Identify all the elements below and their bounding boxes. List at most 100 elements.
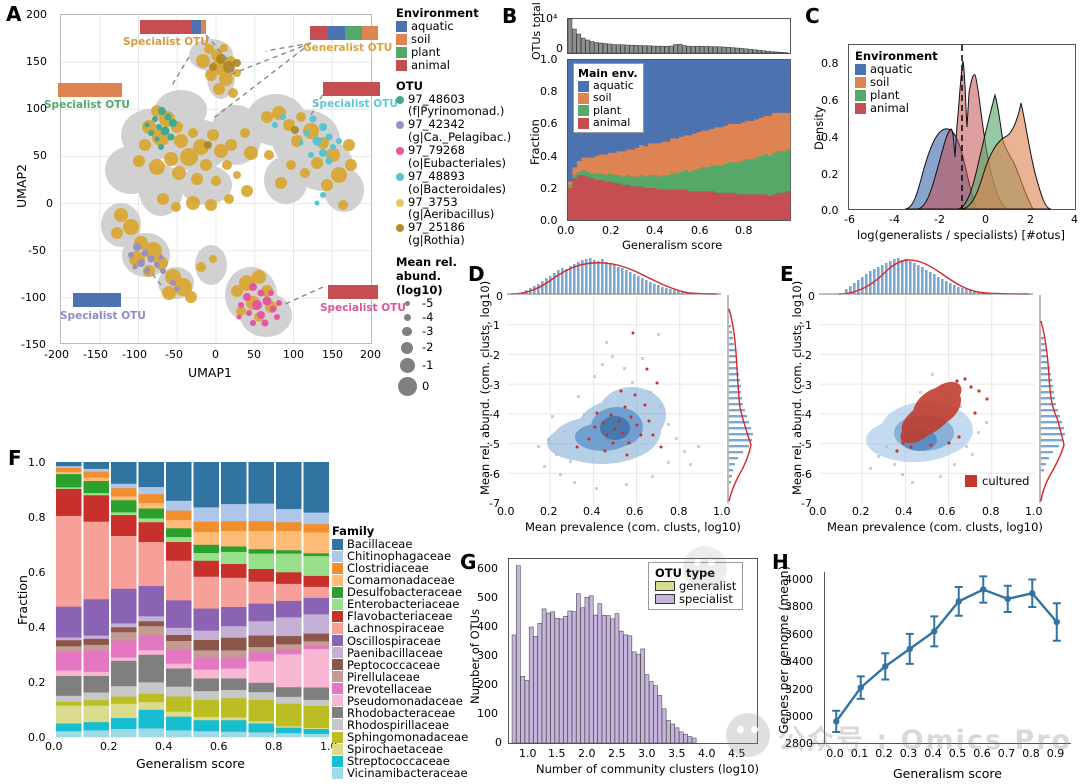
swatch-paenibacillaceae (332, 647, 343, 659)
panel-g-ytick-500: 500 (477, 591, 498, 604)
legend-size-label: -4 (422, 309, 434, 324)
panel-g-xtick-3.0: 3.0 (638, 747, 656, 760)
annotation-box-1 (140, 20, 206, 34)
panel-d-right-marginal (727, 295, 753, 503)
panel-h-yaxis (824, 572, 825, 744)
annotation-label-3: Generalist OTU (303, 42, 393, 54)
panel-f-xtick-0.0: 0.0 (45, 740, 63, 753)
panel-c-xtick-m2: -2 (934, 213, 945, 226)
legend-otu-item-5: 97_25186 (g|Rothia) (396, 221, 496, 247)
panel-f-legend-item: Enterobacteriaceae (332, 598, 472, 610)
panel-f-legend-item: Streptococcaceae (332, 755, 472, 767)
panel-f-legend-item: Spirochaetaceae (332, 743, 472, 755)
panel-b-xtick-0.2: 0.2 (602, 224, 620, 237)
panel-h-xtick-0.6: 0.6 (973, 747, 991, 760)
panel-f-legend-items: Bacillaceae Chitinophagaceae Clostridiacea… (332, 538, 472, 779)
panel-e-scatter (819, 295, 1035, 503)
panel-f-plot-area (55, 462, 330, 738)
panel-d-xtick-1.0: 1.0 (713, 505, 731, 518)
panel-e-xtick-0.4: 0.4 (895, 505, 913, 518)
swatch-generalist (655, 581, 675, 592)
swatch-aquatic (855, 63, 866, 75)
panel-g-ytick-200: 200 (477, 678, 498, 691)
swatch-spirochaetaceae (332, 743, 343, 755)
panel-b-xtick-0.8: 0.8 (735, 224, 753, 237)
legend-label: animal (870, 100, 909, 115)
panel-a-ytick-m50: -50 (28, 244, 46, 257)
swatch-chitinophagaceae (332, 550, 343, 562)
legend-size-item-3: -2 (396, 339, 496, 356)
panel-e-xtick-0.6: 0.6 (938, 505, 956, 518)
panel-f-ytick-0.4: 0.4 (28, 621, 46, 634)
panel-f: F 1.0 0.8 0.6 0.4 0.2 0.0 0.0 0.2 0.4 0.… (0, 440, 340, 784)
legend-env-label: aquatic (411, 19, 454, 33)
legend-otu-tax: (g|Ca._Pelagibac.) (408, 130, 512, 145)
panel-b-label: B (502, 4, 518, 28)
panel-g-ylabel: Number of OTUs (468, 608, 482, 704)
panel-h-ytick-3200: 3200 (785, 683, 813, 696)
panel-a-ylabel: UMAP2 (14, 164, 29, 208)
panel-b-ylabel: Fraction (528, 119, 542, 165)
panel-d-label: D (468, 262, 485, 286)
swatch-vicinamibacteraceae (332, 767, 343, 779)
legend-otu-item-4: 97_3753 (g|Aeribacillus) (396, 195, 496, 222)
swatch-rhodobacteraceae (332, 707, 343, 719)
panel-d-xtick-0.2: 0.2 (540, 505, 558, 518)
size-dot-4 (399, 358, 415, 373)
swatch-animal (396, 59, 407, 71)
panel-h: H 4000 3800 3600 3400 3200 3000 2800 0.0… (764, 544, 1080, 784)
panel-a-scatter (61, 15, 371, 343)
panel-b-xtick-0.0: 0.0 (557, 224, 575, 237)
swatch-pirellulaceae (332, 671, 343, 683)
panel-a-ytick-200: 200 (26, 8, 47, 21)
legend-otu-tax: (g|Rothia) (408, 233, 465, 248)
legend-label: Desulfobacteraceae (347, 585, 463, 600)
panel-f-ytick-1.0: 1.0 (28, 456, 46, 469)
panel-c-xtick-0: 0 (982, 213, 989, 226)
panel-b-xtick-0.4: 0.4 (646, 224, 664, 237)
panel-c-xlabel: log(generalists / specialists) [#otus] (857, 228, 1065, 242)
panel-e-ytick-0: 0 (808, 290, 815, 303)
panel-c-ytick-0.6: 0.6 (821, 94, 839, 107)
panel-f-legend: Family Bacillaceae Chitinophagaceae Clostr… (332, 524, 472, 779)
legend-label: generalist (679, 579, 737, 593)
panel-f-legend-item: Rhodobacteraceae (332, 707, 472, 719)
panel-b-top-ylabel: OTUs total (530, 2, 543, 60)
panel-b-legend-aquatic: aquatic (578, 79, 638, 92)
panel-b-legend: Main env. aquatic soil plant animal (573, 63, 644, 134)
panel-d-top-marginal (507, 258, 721, 295)
dot-otu-1 (396, 121, 404, 130)
panel-d-scatter (507, 295, 723, 503)
legend-size-item-1: -4 (396, 310, 496, 324)
panel-e-ytick-m2: -2 (801, 349, 812, 362)
panel-d-ytick-m5: -5 (489, 438, 500, 451)
watermark-face-icon (726, 713, 770, 757)
legend-env-item-soil: soil (396, 32, 496, 46)
legend-label: Peptococcaceae (347, 657, 441, 672)
panel-f-legend-item: Clostridiaceae (332, 562, 472, 574)
panel-f-legend-item: Comamonadaceae (332, 574, 472, 586)
panel-h-xtick-0.7: 0.7 (997, 747, 1016, 760)
panel-a-xtick-m100: -100 (122, 348, 147, 361)
panel-g-ytick-100: 100 (477, 707, 498, 720)
panel-h-xtick-0.1: 0.1 (850, 747, 869, 760)
panel-f-legend-item: Lachnospiraceae (332, 622, 472, 635)
swatch-plant (396, 46, 407, 58)
panel-h-xtick-0.5: 0.5 (948, 747, 967, 760)
legend-size-label: 0 (422, 378, 430, 393)
swatch-plant (578, 105, 589, 117)
swatch-enterobacteriaceae (332, 598, 343, 610)
panel-b-ytick-0.0: 0.0 (540, 214, 558, 227)
panel-g-ytick-300: 300 (477, 649, 498, 662)
legend-label: Pseudomonadaceae (347, 693, 463, 708)
legend-otu-id: 97_48603 (408, 91, 465, 106)
panel-g-legend-generalist: generalist (655, 580, 736, 593)
panel-f-legend-item: Vicinamibacteraceae (332, 767, 472, 779)
panel-c-ylabel: Density (812, 106, 826, 150)
panel-e-ytick-m6: -6 (801, 468, 812, 481)
legend-size-item-4: -1 (396, 356, 496, 375)
panel-a-xtick-150: 150 (322, 348, 343, 361)
panel-d-ylabel: Mean rel. abund. (com. clusts, log10) (478, 280, 492, 495)
swatch-cultured (965, 475, 977, 487)
panel-e-top-marginal (819, 258, 1033, 295)
